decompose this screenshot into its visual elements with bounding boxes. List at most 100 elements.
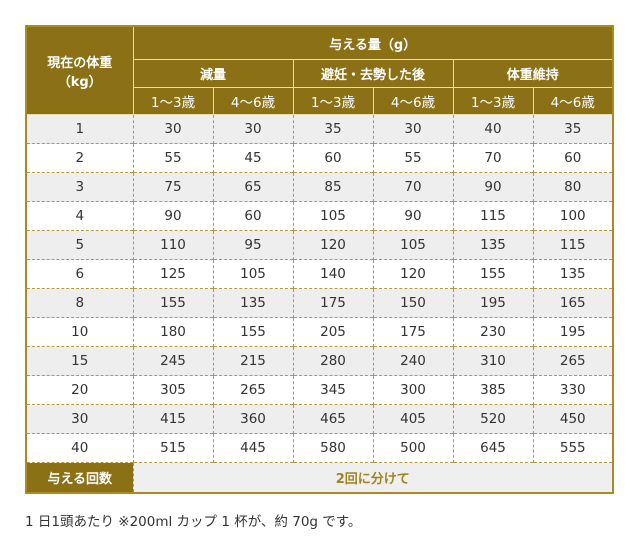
amount-cell: 330	[532, 375, 614, 405]
table-row: 10 180 155 205 175 230 195	[25, 317, 614, 347]
amount-cell: 310	[452, 346, 533, 376]
amount-cell: 645	[452, 433, 533, 463]
age-header: 1〜3歳	[292, 87, 374, 115]
weight-cell: 5	[25, 230, 133, 260]
amount-cell: 35	[292, 114, 373, 144]
table-row: 4 90 60 105 90 115 100	[25, 201, 614, 231]
amount-cell: 60	[532, 143, 614, 173]
table-row: 2 55 45 60 55 70 60	[25, 143, 614, 173]
amount-cell: 30	[212, 114, 293, 144]
table-row: 40 515 445 580 500 645 555	[25, 433, 614, 463]
amount-cell: 90	[132, 201, 213, 231]
amount-cell: 90	[372, 201, 453, 231]
weight-header: 現在の体重 （kg）	[25, 25, 134, 115]
amount-cell: 465	[292, 404, 373, 434]
frequency-label: 与える回数	[25, 462, 133, 493]
amount-cell: 85	[292, 172, 373, 202]
amount-cell: 115	[452, 201, 533, 231]
amount-cell: 155	[212, 317, 293, 347]
weight-cell: 8	[25, 288, 133, 318]
amount-cell: 60	[212, 201, 293, 231]
weight-cell: 6	[25, 259, 133, 289]
amount-cell: 135	[452, 230, 533, 260]
amount-cell: 55	[372, 143, 453, 173]
amount-cell: 580	[292, 433, 373, 463]
table-row: 5 110 95 120 105 135 115	[25, 230, 614, 260]
amount-cell: 80	[532, 172, 614, 202]
amount-cell: 135	[532, 259, 614, 289]
weight-cell: 3	[25, 172, 133, 202]
amount-cell: 30	[372, 114, 453, 144]
amount-cell: 95	[212, 230, 293, 260]
amount-cell: 105	[292, 201, 373, 231]
amount-cell: 195	[532, 317, 614, 347]
amount-cell: 180	[132, 317, 213, 347]
amount-cell: 175	[292, 288, 373, 318]
amount-cell: 360	[212, 404, 293, 434]
amount-cell: 140	[292, 259, 373, 289]
amount-cell: 240	[372, 346, 453, 376]
amount-cell: 500	[372, 433, 453, 463]
amount-cell: 30	[132, 114, 213, 144]
amount-cell: 300	[372, 375, 453, 405]
amount-cell: 265	[212, 375, 293, 405]
amount-cell: 445	[212, 433, 293, 463]
amount-cell: 45	[212, 143, 293, 173]
weight-cell: 1	[25, 114, 133, 144]
amount-cell: 55	[132, 143, 213, 173]
amount-cell: 205	[292, 317, 373, 347]
amount-cell: 70	[452, 143, 533, 173]
amount-cell: 150	[372, 288, 453, 318]
weight-cell: 2	[25, 143, 133, 173]
weight-cell: 15	[25, 346, 133, 376]
amount-cell: 215	[212, 346, 293, 376]
amount-cell: 70	[372, 172, 453, 202]
weight-cell: 4	[25, 201, 133, 231]
amount-cell: 515	[132, 433, 213, 463]
amount-cell: 75	[132, 172, 213, 202]
age-header: 1〜3歳	[452, 87, 534, 115]
amount-cell: 520	[452, 404, 533, 434]
amount-cell: 40	[452, 114, 533, 144]
amount-cell: 175	[372, 317, 453, 347]
amount-cell: 385	[452, 375, 533, 405]
amount-cell: 60	[292, 143, 373, 173]
amount-cell: 105	[372, 230, 453, 260]
amount-cell: 120	[372, 259, 453, 289]
amount-header: 与える量（g）	[132, 25, 614, 60]
amount-cell: 405	[372, 404, 453, 434]
amount-cell: 120	[292, 230, 373, 260]
caption: 1 日1頭あたり ※200ml カップ 1 杯が、約 70g です。	[25, 514, 362, 530]
group-header: 体重維持	[452, 59, 614, 88]
table-row: 6 125 105 140 120 155 135	[25, 259, 614, 289]
amount-cell: 345	[292, 375, 373, 405]
amount-cell: 195	[452, 288, 533, 318]
table-row: 30 415 360 465 405 520 450	[25, 404, 614, 434]
amount-cell: 165	[532, 288, 614, 318]
amount-cell: 265	[532, 346, 614, 376]
table-row: 1 30 30 35 30 40 35	[25, 114, 614, 144]
table-row: 8 155 135 175 150 195 165	[25, 288, 614, 318]
amount-cell: 305	[132, 375, 213, 405]
age-header: 4〜6歳	[212, 87, 294, 115]
amount-cell: 135	[212, 288, 293, 318]
amount-cell: 155	[452, 259, 533, 289]
amount-cell: 115	[532, 230, 614, 260]
table-row: 20 305 265 345 300 385 330	[25, 375, 614, 405]
amount-cell: 110	[132, 230, 213, 260]
group-header: 減量	[132, 59, 294, 88]
weight-cell: 20	[25, 375, 133, 405]
amount-cell: 100	[532, 201, 614, 231]
age-header: 1〜3歳	[132, 87, 214, 115]
amount-cell: 280	[292, 346, 373, 376]
amount-cell: 125	[132, 259, 213, 289]
amount-cell: 230	[452, 317, 533, 347]
frequency-value: 2回に分けて	[132, 462, 614, 493]
amount-cell: 105	[212, 259, 293, 289]
table-row: 15 245 215 280 240 310 265	[25, 346, 614, 376]
amount-cell: 450	[532, 404, 614, 434]
footer-row: 与える回数 2回に分けて	[25, 462, 614, 493]
table-row: 3 75 65 85 70 90 80	[25, 172, 614, 202]
amount-cell: 245	[132, 346, 213, 376]
group-header: 避妊・去勢した後	[292, 59, 454, 88]
